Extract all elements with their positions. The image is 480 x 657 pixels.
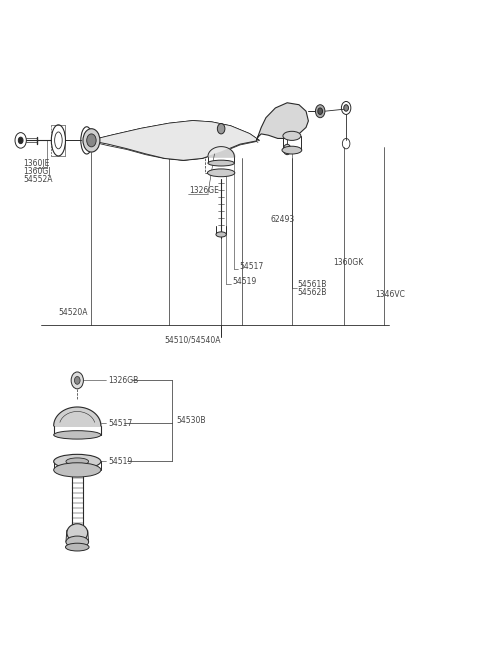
Ellipse shape	[208, 160, 234, 166]
Text: 1360GJ: 1360GJ	[23, 167, 50, 176]
Text: 54510/54540A: 54510/54540A	[165, 336, 221, 345]
Ellipse shape	[67, 524, 88, 542]
Ellipse shape	[66, 458, 89, 465]
Text: 1360GK: 1360GK	[334, 258, 364, 267]
Polygon shape	[256, 102, 308, 141]
Text: 1346VC: 1346VC	[375, 290, 405, 299]
Ellipse shape	[282, 147, 302, 154]
Text: 54552A: 54552A	[23, 175, 52, 185]
Ellipse shape	[54, 463, 101, 477]
Text: 54519: 54519	[232, 277, 256, 286]
Circle shape	[83, 129, 100, 152]
Text: 54562B: 54562B	[298, 288, 327, 298]
Text: 54517: 54517	[239, 262, 264, 271]
Circle shape	[217, 124, 225, 134]
Circle shape	[18, 137, 23, 144]
Text: 54520A: 54520A	[59, 307, 88, 317]
Circle shape	[87, 134, 96, 147]
Text: 54530B: 54530B	[176, 417, 206, 426]
Ellipse shape	[283, 131, 301, 141]
Text: 54517: 54517	[108, 419, 132, 428]
Circle shape	[315, 104, 325, 118]
Text: 1360JE: 1360JE	[23, 158, 49, 168]
Circle shape	[318, 108, 323, 114]
Circle shape	[71, 372, 84, 389]
Ellipse shape	[54, 431, 101, 439]
Text: 54519: 54519	[108, 457, 132, 466]
Text: 54561B: 54561B	[298, 280, 327, 289]
Circle shape	[283, 145, 291, 154]
Text: 1326GE: 1326GE	[189, 187, 219, 196]
Ellipse shape	[216, 232, 227, 237]
Text: 1326GB: 1326GB	[108, 376, 138, 385]
Text: 62493: 62493	[271, 215, 295, 224]
Ellipse shape	[54, 455, 101, 468]
Ellipse shape	[207, 169, 235, 177]
Ellipse shape	[66, 536, 89, 548]
Circle shape	[344, 104, 348, 111]
Polygon shape	[91, 121, 259, 160]
Circle shape	[74, 376, 80, 384]
Ellipse shape	[65, 543, 89, 551]
